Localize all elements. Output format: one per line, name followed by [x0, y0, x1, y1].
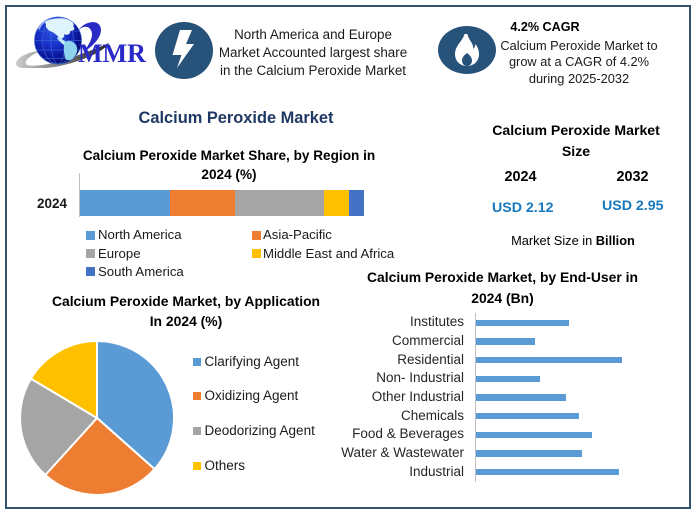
svg-text:MMR: MMR — [78, 39, 146, 68]
